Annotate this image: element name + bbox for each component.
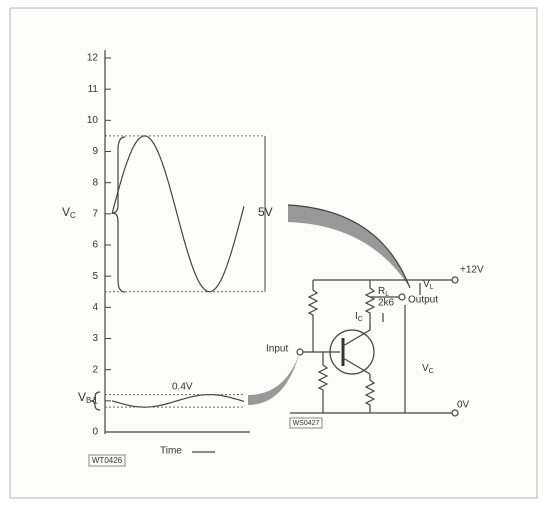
vb-label: VB — [78, 390, 91, 405]
ground-label: 0V — [457, 400, 470, 411]
vb-wave — [111, 394, 245, 408]
bias-resistor-top — [307, 280, 319, 352]
ic-label: IC — [355, 311, 363, 323]
circuit: +12V 0V RL 2k6 IC VL Output Input VC WS0… — [266, 265, 484, 429]
vc-wave — [111, 135, 245, 293]
x-label: Time — [160, 446, 182, 457]
y-tick-label: 10 — [87, 115, 99, 126]
y-tick-label: 11 — [88, 84, 99, 95]
y-tick-label: 2 — [92, 364, 98, 375]
id-box — [289, 417, 323, 429]
y-tick-label: 1 — [92, 395, 98, 406]
vb-swing-label: 0.4V — [172, 382, 193, 393]
y-tick-label: 9 — [92, 146, 98, 157]
collector-resistor — [364, 280, 376, 330]
vc-label: VC — [62, 205, 76, 220]
emitter-resistor — [364, 374, 376, 413]
figure-id: WT0426 — [92, 456, 123, 465]
y-tick-label: 7 — [92, 208, 98, 219]
y-tick-label: 12 — [87, 53, 99, 64]
y-tick-label: 5 — [92, 271, 98, 282]
transistor — [329, 329, 375, 375]
circuit-id: WS0427 — [293, 420, 320, 427]
input-label: Input — [266, 344, 288, 355]
y-tick-label: 0 — [92, 427, 98, 438]
vc-circuit-label: VC — [422, 363, 434, 375]
rl-label: RL — [378, 286, 389, 298]
frame — [9, 7, 538, 499]
input-terminal — [296, 348, 304, 356]
rl-value: 2k6 — [378, 298, 395, 309]
arrows — [248, 204, 411, 405]
vc-transfer-band — [288, 205, 410, 288]
vc-transfer-arrow — [287, 204, 411, 289]
output-label: Output — [408, 295, 438, 306]
bias-resistor-bottom — [317, 352, 329, 413]
ground-terminal — [451, 409, 459, 417]
vl-label: VL — [423, 279, 434, 291]
y-tick-label: 3 — [92, 333, 98, 344]
y-tick-label: 4 — [92, 302, 98, 313]
id-box — [88, 454, 126, 467]
vb-brace — [90, 391, 101, 411]
supply-terminal — [451, 276, 459, 284]
y-tick-label: 8 — [92, 177, 98, 188]
graph: Time WT0426 5V 0.4V VC VB 01234567891011… — [62, 50, 273, 467]
supply-label: +12V — [460, 265, 484, 276]
output-terminal — [398, 293, 406, 301]
vb-transfer-band — [248, 352, 300, 405]
y-tick-label: 6 — [92, 240, 98, 251]
